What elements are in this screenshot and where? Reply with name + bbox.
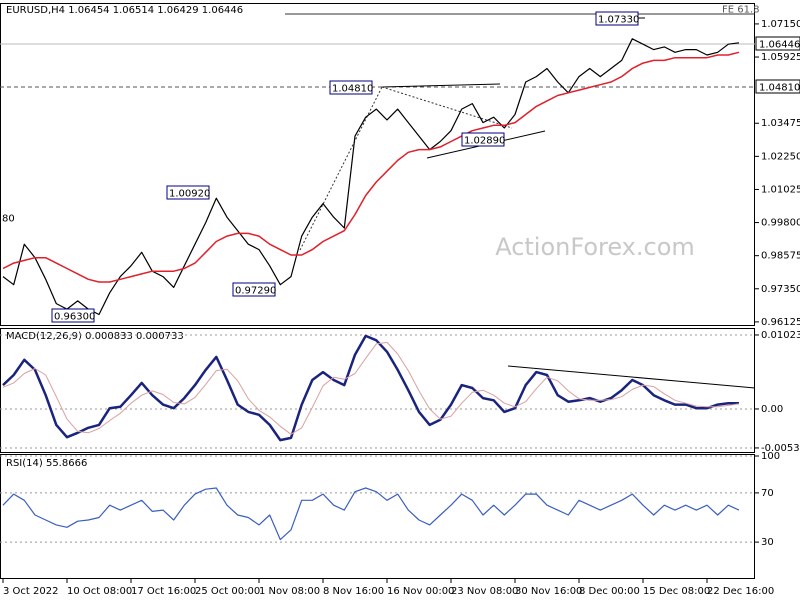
watermark: ActionForex.com <box>495 233 695 261</box>
series-line <box>2 38 740 316</box>
y-tick-label: 0.98575 <box>761 251 800 262</box>
y-tick-label: 100 <box>761 451 780 462</box>
x-tick-label: 30 Nov 16:00 <box>515 586 582 597</box>
series-line <box>2 334 739 442</box>
annotation-box <box>51 308 95 323</box>
x-tick-label: 8 Dec 00:00 <box>579 586 640 597</box>
series-line <box>2 487 740 541</box>
rsi-title: RSI(14) 55.8666 <box>6 458 87 469</box>
price-label: 1.04810 <box>759 83 800 94</box>
annotation-box <box>595 11 639 26</box>
y-tick-label: 1.01025 <box>761 184 800 195</box>
x-tick-label: 23 Nov 08:00 <box>451 586 518 597</box>
annotation: 1.04810 <box>332 84 373 95</box>
x-tick-label: 1 Nov 08:00 <box>259 586 320 597</box>
x-tick-label: 15 Dec 08:00 <box>643 586 710 597</box>
x-tick-label: 16 Nov 00:00 <box>387 586 454 597</box>
annotation: 1.02890 <box>464 136 505 147</box>
rsi-panel <box>0 454 755 579</box>
y-tick-label: 0.97350 <box>761 284 800 295</box>
annotation: FE 61.8 <box>722 5 760 16</box>
y-tick-label: 0.010232 <box>761 330 800 341</box>
chart-title: EURUSD,H4 1.06454 1.06514 1.06429 1.0644… <box>6 5 243 16</box>
macd-panel <box>0 328 755 453</box>
y-tick-label: -0.005389 <box>761 443 800 454</box>
annotation: 1.07330 <box>598 15 639 26</box>
macd-title: MACD(12,26,9) 0.000833 0.000733 <box>6 331 184 342</box>
price-box <box>755 36 800 51</box>
trend-line <box>381 86 513 129</box>
trend-line <box>381 83 501 88</box>
macd-trend-line <box>507 365 756 389</box>
y-tick-label: 1.02250 <box>761 151 800 162</box>
annotation: 80 <box>2 214 15 225</box>
x-tick-label: 25 Oct 00:00 <box>195 586 260 597</box>
trend-line <box>299 86 383 251</box>
y-tick-label: 1.07150 <box>761 19 800 30</box>
y-tick-label: 0.96125 <box>761 317 800 328</box>
price-box <box>755 79 800 94</box>
annotation: 0.96300 <box>54 312 95 323</box>
price-panel <box>0 3 755 326</box>
series-line <box>2 341 740 435</box>
y-tick-label: 0.99800 <box>761 218 800 229</box>
y-tick-label: 0.00 <box>761 404 783 415</box>
annotation-box <box>166 185 210 200</box>
annotation-box <box>461 132 505 147</box>
y-tick-label: 1.03475 <box>761 118 800 129</box>
y-tick-label: 70 <box>761 488 774 499</box>
annotation-box <box>329 80 373 95</box>
y-tick-label: 30 <box>761 537 774 548</box>
annotation: 0.97290 <box>235 286 276 297</box>
y-tick-label: 1.05925 <box>761 52 800 63</box>
annotation: 1.00920 <box>169 189 210 200</box>
x-tick-label: 10 Oct 08:00 <box>67 586 132 597</box>
x-tick-label: 3 Oct 2022 <box>3 586 58 597</box>
x-tick-label: 8 Nov 16:00 <box>323 586 384 597</box>
price-label: 1.06446 <box>759 40 800 51</box>
annotation-box <box>232 282 276 297</box>
x-tick-label: 22 Dec 16:00 <box>707 586 774 597</box>
x-tick-label: 17 Oct 16:00 <box>131 586 196 597</box>
series-line <box>2 51 740 283</box>
